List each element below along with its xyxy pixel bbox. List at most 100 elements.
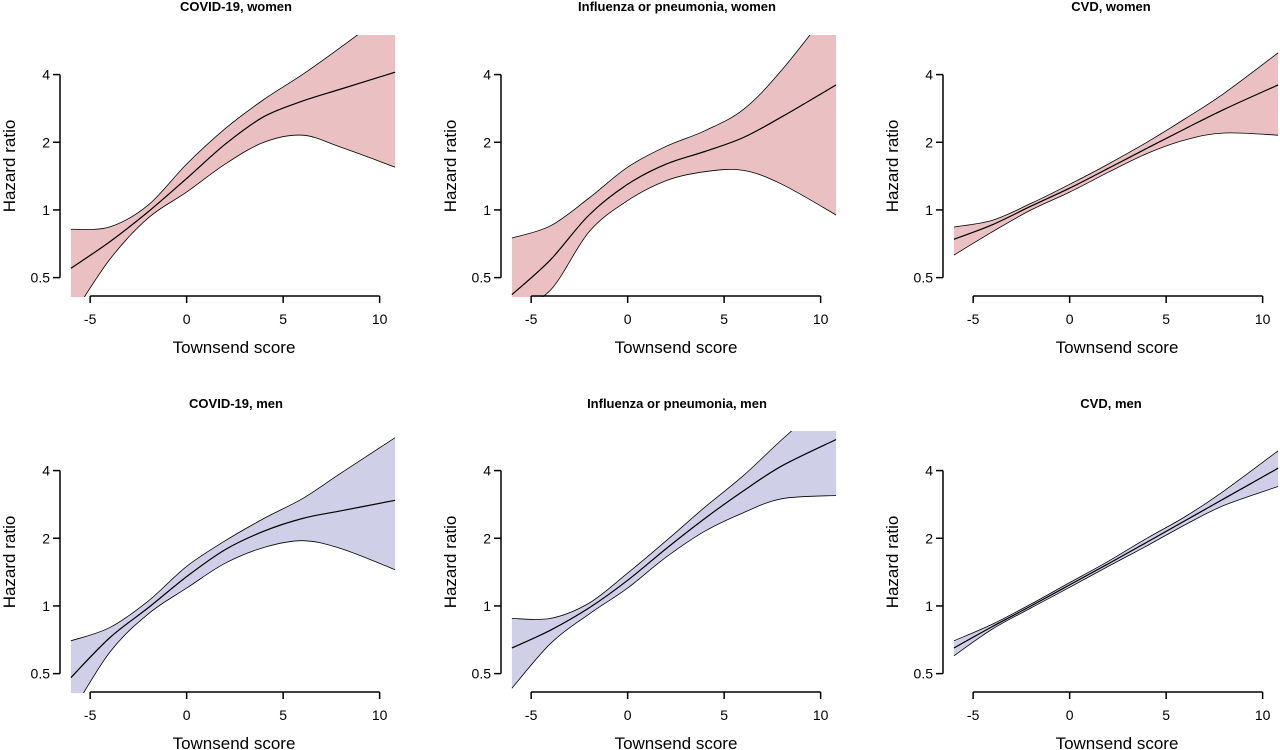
- x-axis-label: Townsend score: [615, 734, 738, 750]
- panel-title: Influenza or pneumonia, men: [587, 396, 767, 411]
- x-tick-label: -5: [525, 707, 538, 723]
- y-tick-label: 2: [483, 134, 491, 150]
- x-tick-label: 0: [1066, 707, 1074, 723]
- lower-ci-line: [953, 132, 1279, 256]
- upper-ci-line: [511, 35, 811, 239]
- y-tick-label: 1: [483, 202, 491, 218]
- lower-ci-line: [541, 168, 837, 297]
- lower-ci-line: [83, 540, 396, 693]
- x-tick-label: -5: [967, 311, 980, 327]
- confidence-band: [953, 52, 1279, 256]
- panel-cvd-women: CVD, women Townsend score Hazard ratio 0…: [883, 0, 1279, 357]
- y-tick-label: 4: [42, 67, 50, 83]
- y-tick-label: 2: [925, 134, 933, 150]
- y-axis-label: Hazard ratio: [0, 120, 19, 213]
- estimate-line: [70, 499, 396, 679]
- x-tick-label: 5: [279, 707, 287, 723]
- plot-area: [511, 35, 837, 297]
- panel-influenza-men: Influenza or pneumonia, men Townsend sco…: [441, 396, 837, 750]
- panel-title: COVID-19, men: [189, 396, 283, 411]
- y-tick-label: 1: [925, 202, 933, 218]
- y-tick-label: 0.5: [472, 270, 492, 286]
- upper-ci-line: [511, 431, 793, 620]
- plot-area: [70, 35, 396, 297]
- x-axis-label: Townsend score: [173, 734, 296, 750]
- y-tick-label: 2: [42, 530, 50, 546]
- x-tick-label: -5: [84, 707, 97, 723]
- x-tick-label: 5: [1162, 707, 1170, 723]
- x-tick-label: 0: [624, 707, 632, 723]
- panel-title: CVD, women: [1071, 0, 1151, 14]
- x-tick-label: 10: [813, 707, 829, 723]
- x-axis-label: Townsend score: [1056, 734, 1179, 750]
- y-tick-label: 0.5: [914, 666, 934, 682]
- y-tick-label: 4: [483, 67, 491, 83]
- x-tick-label: 10: [1255, 311, 1271, 327]
- upper-ci-line: [953, 450, 1279, 642]
- x-tick-label: 5: [720, 707, 728, 723]
- y-tick-label: 2: [483, 530, 491, 546]
- panel-title: Influenza or pneumonia, women: [578, 0, 776, 14]
- y-tick-label: 4: [483, 463, 491, 479]
- x-tick-label: 10: [372, 311, 388, 327]
- confidence-band: [953, 450, 1279, 656]
- y-axis-label: Hazard ratio: [441, 516, 460, 609]
- confidence-band: [511, 431, 837, 689]
- x-axis-label: Townsend score: [615, 338, 738, 357]
- plot-area: [953, 450, 1279, 657]
- plot-area: [70, 437, 396, 693]
- y-tick-label: 1: [42, 202, 50, 218]
- y-tick-label: 4: [42, 463, 50, 479]
- y-axis-label: Hazard ratio: [883, 516, 902, 609]
- x-tick-label: 5: [720, 311, 728, 327]
- estimate-line: [511, 84, 837, 296]
- estimate-line: [953, 84, 1279, 240]
- lower-ci-line: [511, 495, 837, 689]
- upper-ci-line: [70, 35, 359, 230]
- estimate-line: [70, 71, 396, 269]
- x-tick-label: -5: [525, 311, 538, 327]
- y-tick-label: 1: [42, 598, 50, 614]
- y-tick-label: 2: [42, 134, 50, 150]
- x-tick-label: 0: [1066, 311, 1074, 327]
- x-tick-label: 0: [183, 707, 191, 723]
- y-tick-label: 0.5: [914, 270, 934, 286]
- panel-title: COVID-19, women: [180, 0, 292, 14]
- estimate-line: [953, 467, 1279, 649]
- y-tick-label: 0.5: [31, 270, 51, 286]
- y-tick-label: 1: [483, 598, 491, 614]
- y-tick-label: 2: [925, 530, 933, 546]
- y-tick-label: 4: [925, 463, 933, 479]
- panel-title: CVD, men: [1080, 396, 1141, 411]
- x-tick-label: 5: [1162, 311, 1170, 327]
- lower-ci-line: [953, 486, 1279, 657]
- y-axis-label: Hazard ratio: [441, 120, 460, 213]
- panel-covid-men: COVID-19, men Townsend score Hazard rati…: [0, 396, 396, 750]
- confidence-band: [70, 437, 396, 693]
- estimate-line: [511, 438, 837, 649]
- x-tick-label: 10: [813, 311, 829, 327]
- y-tick-label: 1: [925, 598, 933, 614]
- x-tick-label: -5: [967, 707, 980, 723]
- x-axis-label: Townsend score: [173, 338, 296, 357]
- confidence-band: [511, 35, 837, 297]
- x-tick-label: -5: [84, 311, 97, 327]
- panel-cvd-men: CVD, men Townsend score Hazard ratio 0.5…: [883, 396, 1279, 750]
- x-tick-label: 0: [624, 311, 632, 327]
- upper-ci-line: [953, 52, 1279, 228]
- lower-ci-line: [83, 134, 396, 297]
- y-axis-label: Hazard ratio: [883, 120, 902, 213]
- panel-covid-women: COVID-19, women Townsend score Hazard ra…: [0, 0, 396, 357]
- plot-area: [511, 431, 837, 689]
- panel-influenza-women: Influenza or pneumonia, women Townsend s…: [441, 0, 837, 357]
- y-tick-label: 0.5: [31, 666, 51, 682]
- confidence-band: [70, 35, 396, 297]
- x-tick-label: 10: [1255, 707, 1271, 723]
- x-tick-label: 5: [279, 311, 287, 327]
- x-tick-label: 0: [183, 311, 191, 327]
- y-tick-label: 0.5: [472, 666, 492, 682]
- y-tick-label: 4: [925, 67, 933, 83]
- plot-area: [953, 52, 1279, 256]
- y-axis-label: Hazard ratio: [0, 516, 19, 609]
